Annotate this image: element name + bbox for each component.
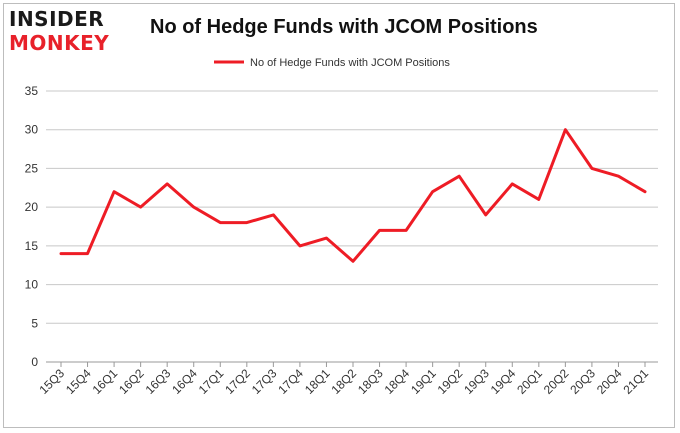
x-tick-label: 18Q2 xyxy=(328,366,359,397)
y-tick-label: 30 xyxy=(25,123,39,137)
x-tick-labels: 15Q315Q416Q116Q216Q316Q417Q117Q217Q317Q4… xyxy=(36,366,651,397)
x-tick-label: 19Q2 xyxy=(435,366,466,397)
x-tick-label: 17Q1 xyxy=(196,366,227,397)
x-tick-label: 17Q2 xyxy=(222,366,253,397)
insider-monkey-logo: INSIDER MONKEY xyxy=(9,8,129,58)
x-tick-label: 20Q4 xyxy=(594,366,625,397)
x-tick-label: 19Q3 xyxy=(461,366,492,397)
x-tick-label: 18Q1 xyxy=(302,366,333,397)
x-tick-label: 19Q1 xyxy=(408,366,439,397)
x-tick-label: 21Q1 xyxy=(620,366,651,397)
legend: No of Hedge Funds with JCOM Positions xyxy=(214,57,450,69)
x-tick-label: 16Q3 xyxy=(143,366,174,397)
x-tick-label: 20Q2 xyxy=(541,366,572,397)
y-tick-label: 5 xyxy=(31,316,38,330)
x-tick-label: 16Q2 xyxy=(116,366,147,397)
x-tick-label: 19Q4 xyxy=(488,366,519,397)
chart-title: No of Hedge Funds with JCOM Positions xyxy=(150,16,538,38)
legend-label: No of Hedge Funds with JCOM Positions xyxy=(250,57,450,69)
axes xyxy=(46,361,658,367)
y-tick-label: 10 xyxy=(25,278,39,292)
y-tick-label: 35 xyxy=(25,84,39,98)
y-tick-label: 20 xyxy=(25,200,39,214)
x-tick-label: 15Q4 xyxy=(63,366,94,397)
grid-lines xyxy=(46,90,658,324)
x-tick-label: 17Q3 xyxy=(249,366,280,397)
logo-line-2: MONKEY xyxy=(9,31,110,55)
x-tick-label: 18Q3 xyxy=(355,366,386,397)
y-tick-label: 0 xyxy=(31,355,38,369)
x-tick-label: 15Q3 xyxy=(36,366,67,397)
series-lines xyxy=(59,128,647,263)
x-tick-label: 20Q3 xyxy=(567,366,598,397)
x-tick-label: 17Q4 xyxy=(275,366,306,397)
x-tick-label: 18Q4 xyxy=(382,366,413,397)
y-tick-label: 25 xyxy=(25,161,39,175)
series-line xyxy=(59,128,647,263)
y-tick-labels: 0 5 10 15 20 25 30 35 xyxy=(25,84,39,369)
logo-line-1: INSIDER xyxy=(9,7,105,31)
x-tick-label: 16Q4 xyxy=(169,366,200,397)
x-tick-label: 20Q1 xyxy=(514,366,545,397)
chart-frame xyxy=(3,3,675,428)
y-tick-label: 15 xyxy=(25,239,39,253)
x-tick-label: 16Q1 xyxy=(90,366,121,397)
